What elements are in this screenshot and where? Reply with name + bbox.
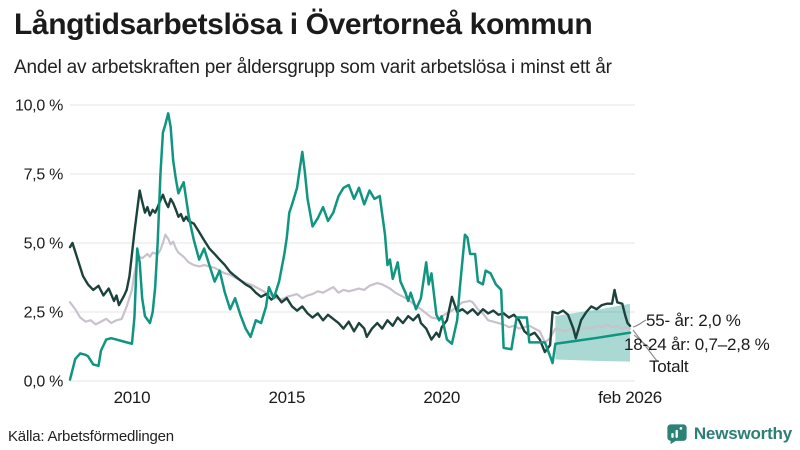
annotation-total: Totalt: [649, 357, 689, 376]
forecast-band: [555, 303, 630, 362]
svg-text:7,5 %: 7,5 %: [24, 167, 63, 184]
source-credit: Källa: Arbetsförmedlingen: [8, 428, 174, 445]
svg-text:10,0 %: 10,0 %: [15, 98, 63, 115]
svg-text:2010: 2010: [114, 388, 151, 407]
brand-name: Newsworthy: [693, 424, 792, 443]
newsworthy-icon: [667, 424, 687, 445]
axis-labels: 0,0 % 2,5 % 5,0 % 7,5 % 10,0 % 2010 2015 2020 fe…: [15, 98, 662, 408]
svg-text:feb 2026: feb 2026: [598, 388, 662, 407]
svg-text:2015: 2015: [269, 388, 306, 407]
brand-logo: Newsworthy: [666, 423, 792, 445]
svg-text:5,0 %: 5,0 %: [24, 236, 63, 253]
svg-text:2020: 2020: [423, 388, 460, 407]
annotation-leader-lines: [632, 319, 658, 362]
gridlines: [70, 104, 635, 382]
page-subtitle: Andel av arbetskraften per åldersgrupp s…: [14, 57, 612, 78]
svg-text:2,5 %: 2,5 %: [24, 305, 63, 322]
svg-text:0,0 %: 0,0 %: [24, 374, 63, 391]
annotation-18-24-years: 18-24 år: 0,7–2,8 %: [624, 335, 770, 354]
data-series: [68, 112, 632, 381]
page-title: Långtidsarbetslösa i Övertorneå kommun: [14, 8, 593, 41]
annotation-55-years: 55- år: 2,0 %: [646, 311, 741, 330]
